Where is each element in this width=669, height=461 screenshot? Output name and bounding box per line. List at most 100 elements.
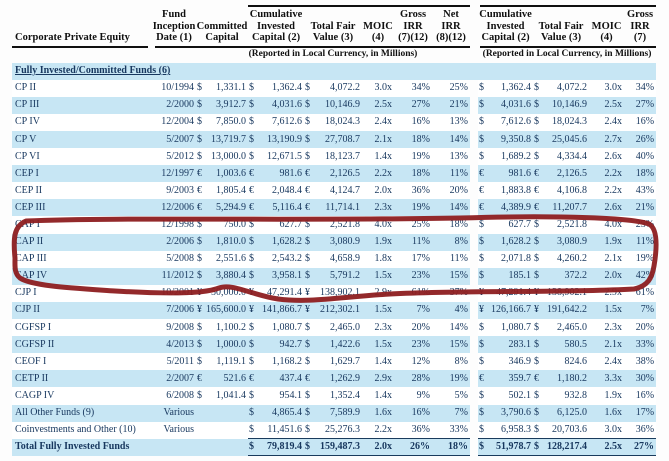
cell-currency: $ (196, 319, 204, 337)
cell-moic: 2.4x (362, 113, 395, 131)
cell-right-total-fair-value: 20,703.6 (545, 421, 590, 439)
cell-date: 5/2008 (152, 250, 196, 268)
cell-right-gross-irr: 30% (624, 370, 657, 388)
cell-right-moic: 2.6x (589, 199, 625, 217)
cell-right-gross-irr: 33% (624, 336, 657, 354)
cell-right-total-fair-value: 18,024.3 (545, 113, 590, 131)
cell-gross-irr: 18% (394, 165, 433, 183)
cell-right-currency: $ (478, 96, 489, 114)
cell-moic: 1.5x (362, 267, 395, 285)
cell-right-currency: ¥ (478, 301, 489, 320)
cell-right-invested: 4,389.9 (488, 199, 534, 217)
table-body: Fully Invested/Committed Funds (6) CP II… (12, 62, 657, 457)
cell-currency: € (196, 182, 204, 200)
cell-total-fair-value: 25,276.3 (316, 421, 363, 439)
cell-right-invested: 359.7 (488, 370, 534, 388)
cell-invested: 12,671.5 (260, 148, 304, 166)
cell-name: CAP III (12, 250, 152, 268)
cell-right-currency: € (478, 165, 489, 183)
cell-currency: ¥ (196, 301, 204, 320)
cell-total-fair-value: 2,465.0 (316, 319, 363, 337)
table-row: CAP IV 11/2012 $3,880.4 $3,958.1 $5,791.2 1.5… (12, 267, 657, 285)
header-overline-left (248, 5, 470, 7)
cell-name: CEOF I (12, 353, 152, 371)
cell-committed: 7,850.0 (204, 113, 248, 131)
cell-committed: 13,000.0 (204, 148, 248, 166)
cell-committed: 50,000.0 (204, 284, 248, 302)
cell-currency: $ (304, 267, 316, 285)
cell-right-currency: € (478, 199, 489, 217)
table-row: CP V 5/2007 $13,719.7 $13,190.9 $27,708.7 2.1… (12, 131, 657, 149)
cell-name: CP VI (12, 148, 152, 166)
cell-committed: 1,003.6 (204, 165, 248, 183)
cell-invested: 5,116.4 (260, 199, 304, 217)
cell-currency: $ (196, 336, 204, 354)
cell-right-currency: $ (478, 131, 489, 149)
cell-right-gross-irr: 19% (624, 250, 657, 268)
cell-right-invested: 126,166.7 (488, 301, 534, 320)
cell-right-currency: $ (533, 421, 546, 439)
cell-total-fair-value: 4,124.7 (316, 182, 363, 200)
cell-right-gross-irr: 16% (624, 387, 657, 405)
cell-right-currency: $ (478, 216, 489, 234)
cell-right-gross-irr: 25% (624, 216, 657, 234)
reported-note-left: (Reported in Local Currency, in Millions… (248, 49, 418, 59)
cell-invested: 981.6 (260, 165, 304, 183)
cell-right-currency: $ (478, 79, 489, 97)
cell-total-fair-value: 27,708.7 (316, 131, 363, 149)
table-row: CAGP IV 6/2008 $1,041.4 $954.1 $1,352.4 1.4x 9… (12, 387, 657, 405)
cell-right-total-fair-value: 2,521.8 (545, 216, 590, 234)
cell-right-invested: 1,689.2 (488, 148, 534, 166)
cell-right-total-fair-value: 11,207.7 (545, 199, 590, 217)
cell-gross-irr: 17% (394, 250, 433, 268)
cell-currency: € (304, 199, 316, 217)
cell-right-total-fair-value: 3,080.9 (545, 233, 590, 251)
cell-date: 10/1994 (152, 79, 196, 97)
col-header-gross-irr-right: Gross IRR (7) (627, 8, 654, 44)
cell-net-irr: 11% (432, 165, 471, 183)
cell-right-invested: 627.7 (488, 216, 534, 234)
group-gap (470, 404, 479, 422)
cell-currency: $ (304, 438, 316, 457)
cell-gross-irr: 11% (394, 233, 433, 251)
group-gap (470, 79, 479, 97)
col-header-cumulative-invested-capital-left: Cumulative Invested Capital (2) (249, 8, 303, 44)
cell-right-currency: $ (533, 438, 546, 457)
cell-name: CJP I (12, 284, 152, 302)
cell-committed: 13,719.7 (204, 131, 248, 149)
cell-right-currency: $ (533, 131, 546, 149)
cell-net-irr: 8% (432, 353, 471, 371)
cell-right-currency: ¥ (533, 284, 546, 302)
cell-right-moic: 2.5x (589, 96, 625, 114)
cell-currency: € (304, 165, 316, 183)
cell-currency: $ (196, 267, 204, 285)
cell-right-currency: $ (533, 250, 546, 268)
cell-right-gross-irr: 27% (624, 438, 657, 457)
cell-invested: 954.1 (260, 387, 304, 405)
cell-total-fair-value: 11,714.1 (316, 199, 363, 217)
col-header-gross-irr-left: Gross IRR (7)(12) (398, 8, 428, 44)
cell-date: 7/2006 (152, 301, 196, 320)
group-gap (470, 319, 479, 337)
col-header-cumulative-invested-capital-right: Cumulative Invested Capital (2) (479, 8, 532, 44)
cell-right-currency: $ (533, 319, 546, 337)
cell-right-currency: € (533, 182, 546, 200)
cell-name: CEP III (12, 199, 152, 217)
cell-date: 12/2006 (152, 199, 196, 217)
cell-right-currency: $ (533, 387, 546, 405)
cell-right-moic: 2.5x (589, 438, 625, 457)
section-header-row: Fully Invested/Committed Funds (6) (12, 62, 657, 80)
cell-committed (204, 404, 248, 422)
cell-date: 11/2012 (152, 267, 196, 285)
cell-total-fair-value: 212,302.1 (316, 301, 363, 320)
cell-right-moic: 3.3x (589, 370, 625, 388)
header-underline-name (12, 46, 148, 48)
cell-net-irr: 14% (432, 319, 471, 337)
cell-right-currency: $ (533, 148, 546, 166)
cell-gross-irr: 7% (394, 301, 433, 320)
cell-currency: $ (304, 79, 316, 97)
cell-moic: 2.1x (362, 131, 395, 149)
cell-right-total-fair-value: 2,465.0 (545, 319, 590, 337)
cell-right-invested: 9,350.8 (488, 131, 534, 149)
cell-committed: 1,331.1 (204, 79, 248, 97)
